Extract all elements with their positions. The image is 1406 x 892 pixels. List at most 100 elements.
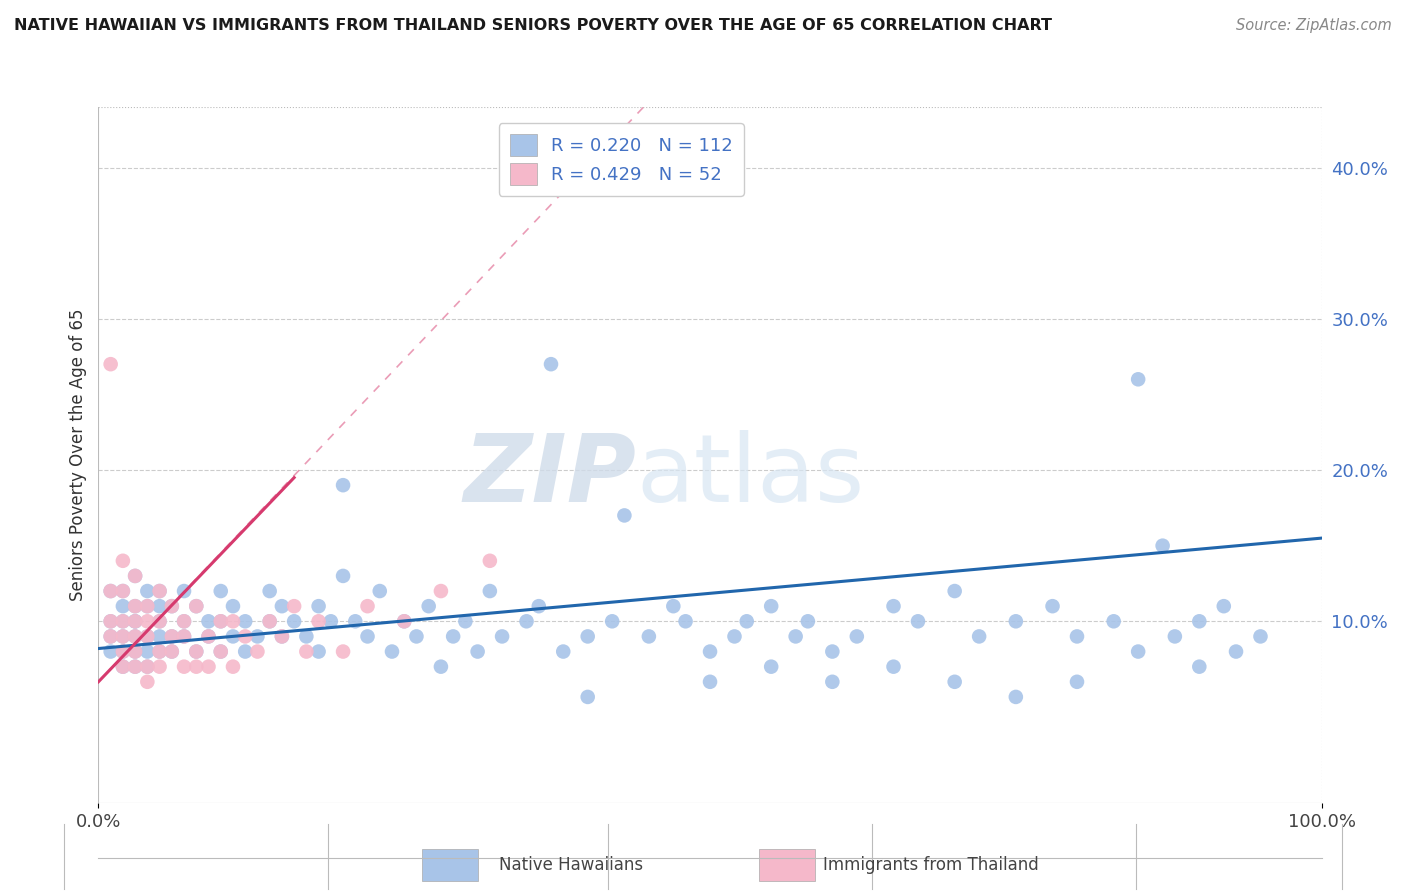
Point	[136, 615, 159, 629]
Point	[149, 629, 172, 643]
Point	[418, 599, 440, 614]
Point	[209, 584, 232, 599]
Point	[197, 629, 219, 643]
Point	[943, 584, 966, 599]
Point	[111, 615, 134, 629]
Point	[186, 644, 208, 658]
Point	[295, 629, 318, 643]
Point	[100, 615, 122, 629]
Point	[149, 659, 172, 673]
Point	[222, 599, 245, 614]
Point	[821, 674, 844, 689]
Point	[124, 615, 146, 629]
Point	[344, 615, 367, 629]
Point	[124, 629, 146, 643]
Point	[222, 629, 245, 643]
Point	[186, 644, 208, 658]
Point	[392, 615, 416, 629]
Point	[124, 644, 146, 658]
Point	[600, 615, 623, 629]
Point	[368, 584, 391, 599]
Point	[797, 615, 820, 629]
Text: atlas: atlas	[637, 430, 865, 522]
Point	[270, 629, 294, 643]
Point	[149, 615, 172, 629]
Point	[100, 584, 122, 599]
Point	[100, 644, 122, 658]
Point	[124, 644, 146, 658]
Point	[478, 554, 501, 568]
Point	[392, 615, 416, 629]
Point	[173, 659, 195, 673]
Point	[527, 599, 550, 614]
Point	[943, 674, 966, 689]
Point	[173, 629, 195, 643]
Point	[111, 644, 134, 658]
Point	[491, 629, 513, 643]
Point	[1225, 644, 1247, 658]
Point	[124, 615, 146, 629]
Point	[478, 584, 501, 599]
Point	[1042, 599, 1064, 614]
Text: Source: ZipAtlas.com: Source: ZipAtlas.com	[1236, 18, 1392, 33]
Point	[149, 644, 172, 658]
Point	[332, 478, 354, 492]
Point	[1066, 629, 1088, 643]
Point	[662, 599, 685, 614]
Point	[197, 615, 219, 629]
Point	[124, 599, 146, 614]
Point	[149, 599, 172, 614]
Point	[785, 629, 807, 643]
Point	[430, 659, 453, 673]
Point	[1212, 599, 1234, 614]
Point	[160, 644, 183, 658]
Point	[173, 629, 195, 643]
Point	[100, 629, 122, 643]
Point	[209, 615, 232, 629]
Point	[1152, 539, 1174, 553]
Point	[613, 508, 636, 523]
Point	[136, 659, 159, 673]
Point	[467, 644, 489, 658]
Point	[160, 644, 183, 658]
Point	[259, 615, 281, 629]
Point	[1188, 615, 1211, 629]
Point	[699, 644, 721, 658]
Point	[441, 629, 464, 643]
Point	[111, 584, 134, 599]
Point	[454, 615, 477, 629]
Point	[723, 629, 745, 643]
Point	[111, 629, 134, 643]
Point	[576, 629, 599, 643]
Point	[124, 569, 146, 583]
Point	[136, 644, 159, 658]
Point	[222, 615, 245, 629]
Point	[173, 584, 195, 599]
Point	[209, 644, 232, 658]
Point	[295, 644, 318, 658]
Point	[173, 615, 195, 629]
Point	[308, 644, 330, 658]
Point	[136, 674, 159, 689]
Point	[270, 629, 294, 643]
Text: Immigrants from Thailand: Immigrants from Thailand	[823, 856, 1038, 874]
Point	[356, 629, 378, 643]
Point	[553, 644, 575, 658]
Y-axis label: Seniors Poverty Over the Age of 65: Seniors Poverty Over the Age of 65	[69, 309, 87, 601]
Point	[883, 659, 905, 673]
Point	[160, 629, 183, 643]
Point	[111, 554, 134, 568]
Point	[1164, 629, 1187, 643]
Point	[907, 615, 929, 629]
Point	[883, 599, 905, 614]
Point	[356, 599, 378, 614]
Point	[259, 615, 281, 629]
Point	[576, 690, 599, 704]
Point	[124, 599, 146, 614]
Point	[124, 569, 146, 583]
Point	[100, 629, 122, 643]
Point	[515, 615, 537, 629]
Point	[259, 584, 281, 599]
Point	[233, 629, 256, 643]
Point	[149, 615, 172, 629]
